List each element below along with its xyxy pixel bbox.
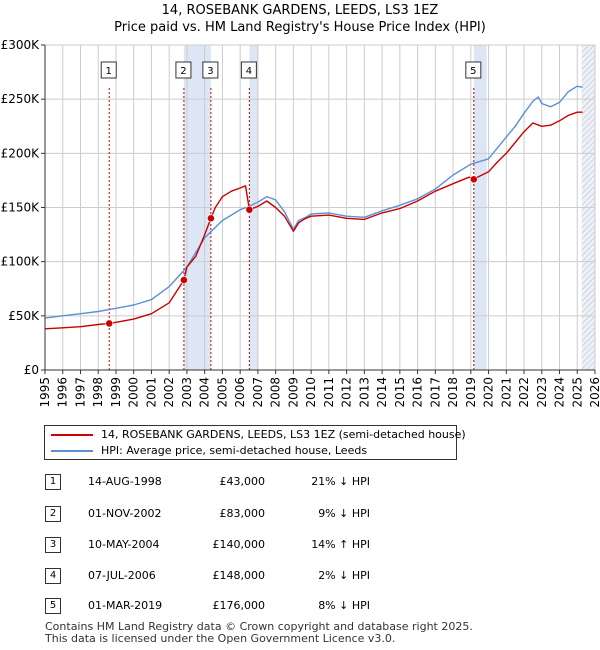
transaction-price: £176,000 — [212, 599, 266, 612]
x-tick-label: 1997 — [73, 377, 87, 408]
x-tick-label: 2018 — [446, 377, 460, 408]
legend-property-label: 14, ROSEBANK GARDENS, LEEDS, LS3 1EZ (se… — [101, 428, 466, 441]
x-tick-label: 2004 — [198, 377, 212, 408]
transaction-date: 01-MAR-2019 — [88, 599, 163, 612]
transaction-row: 3 10-MAY-2004 £140,000 14% ↑ HPI — [0, 536, 600, 556]
x-tick-label: 2002 — [162, 377, 176, 408]
transaction-date: 10-MAY-2004 — [88, 538, 160, 551]
legend-hpi-label: HPI: Average price, semi-detached house,… — [101, 444, 368, 457]
sale-point — [180, 276, 188, 284]
sale-label: 4 — [246, 66, 252, 77]
x-tick-label: 2009 — [286, 377, 300, 408]
sale-point — [105, 319, 114, 328]
property-price-line — [45, 111, 583, 330]
sale-label-box — [240, 61, 257, 79]
y-tick-label: £150K — [1, 201, 41, 215]
sale-label: 3 — [207, 66, 213, 77]
transaction-number: 1 — [45, 474, 61, 490]
transaction-price: £148,000 — [212, 569, 266, 582]
x-tick-label: 2015 — [393, 377, 407, 408]
transaction-row: 4 07-JUL-2006 £148,000 2% ↓ HPI — [0, 567, 600, 587]
x-tick-label: 2012 — [340, 377, 354, 408]
transaction-date: 14-AUG-1998 — [88, 475, 162, 488]
sale-label: 5 — [470, 66, 476, 77]
y-tick-label: £100K — [1, 255, 41, 269]
transaction-row: 5 01-MAR-2019 £176,000 8% ↓ HPI — [0, 597, 600, 617]
x-tick-label: 2001 — [144, 377, 158, 408]
sale-label: 2 — [180, 66, 186, 77]
transaction-date: 01-NOV-2002 — [88, 507, 162, 520]
sale-label-box — [175, 61, 192, 79]
sale-label-box — [100, 61, 117, 79]
transaction-number: 5 — [45, 598, 61, 614]
x-tick-label: 2005 — [215, 377, 229, 408]
transaction-row: 2 01-NOV-2002 £83,000 9% ↓ HPI — [0, 505, 600, 525]
x-tick-label: 2024 — [553, 377, 567, 408]
chart-subtitle: Price paid vs. HM Land Registry's House … — [114, 20, 486, 35]
transaction-hpi-diff: 8% ↓ HPI — [318, 599, 370, 612]
x-tick-label: 2006 — [233, 377, 247, 408]
y-tick-label: £200K — [1, 146, 41, 160]
x-tick-label: 2000 — [127, 377, 141, 408]
transaction-hpi-diff: 2% ↓ HPI — [318, 569, 370, 582]
sale-point — [206, 214, 215, 223]
legend-property-swatch — [51, 434, 93, 436]
x-tick-label: 2023 — [535, 377, 549, 408]
transaction-hpi-diff: 14% ↑ HPI — [311, 538, 370, 551]
sale-label-box — [465, 61, 482, 79]
x-tick-label: 1995 — [38, 377, 52, 408]
y-tick-label: £250K — [1, 92, 41, 106]
footer-licence: This data is licensed under the Open Gov… — [45, 632, 396, 645]
transaction-row: 1 14-AUG-1998 £43,000 21% ↓ HPI — [0, 473, 600, 493]
transaction-number: 3 — [45, 537, 61, 553]
x-tick-label: 2011 — [322, 377, 336, 408]
x-tick-label: 2014 — [375, 377, 389, 408]
x-tick-label: 2025 — [570, 377, 584, 408]
x-tick-label: 2003 — [180, 377, 194, 408]
sale-label-box — [202, 61, 219, 79]
x-tick-label: 2016 — [411, 377, 425, 408]
y-tick-label: £50K — [8, 309, 40, 323]
x-tick-label: 2026 — [588, 377, 600, 408]
price-chart: 1 2 3 4 5 £0 £50K £100K £150K £200K £250K £300K 199… — [1, 38, 600, 408]
x-tick-label: 2021 — [499, 377, 513, 408]
x-tick-label: 2017 — [428, 377, 442, 408]
sale-point — [469, 175, 478, 184]
footer-copyright: Contains HM Land Registry data © Crown c… — [45, 620, 473, 633]
sale-point — [245, 205, 254, 214]
x-tick-label: 2020 — [482, 377, 496, 408]
legend-hpi-swatch — [51, 450, 93, 452]
transaction-hpi-diff: 9% ↓ HPI — [318, 507, 370, 520]
chart-legend: 14, ROSEBANK GARDENS, LEEDS, LS3 1EZ (se… — [44, 425, 466, 460]
x-tick-label: 2008 — [269, 377, 283, 408]
transaction-price: £43,000 — [219, 475, 266, 488]
sale-label: 1 — [106, 66, 112, 77]
x-tick-label: 2013 — [357, 377, 371, 408]
x-tick-label: 1998 — [91, 377, 105, 408]
x-tick-label: 2007 — [251, 377, 265, 408]
x-tick-label: 2010 — [304, 377, 318, 408]
transaction-number: 2 — [45, 506, 61, 522]
transaction-price: £140,000 — [212, 538, 266, 551]
transaction-price: £83,000 — [219, 507, 266, 520]
hpi-line — [45, 85, 583, 319]
x-tick-label: 1999 — [109, 377, 123, 408]
transaction-number: 4 — [45, 568, 61, 584]
y-tick-label: £0 — [24, 363, 39, 377]
transaction-date: 07-JUL-2006 — [88, 569, 156, 582]
y-tick-label: £300K — [1, 38, 41, 52]
x-tick-label: 2019 — [464, 377, 478, 408]
x-tick-label: 1996 — [56, 377, 70, 408]
transaction-hpi-diff: 21% ↓ HPI — [311, 475, 370, 488]
chart-title: 14, ROSEBANK GARDENS, LEEDS, LS3 1EZ — [161, 3, 439, 18]
x-tick-label: 2022 — [517, 377, 531, 408]
